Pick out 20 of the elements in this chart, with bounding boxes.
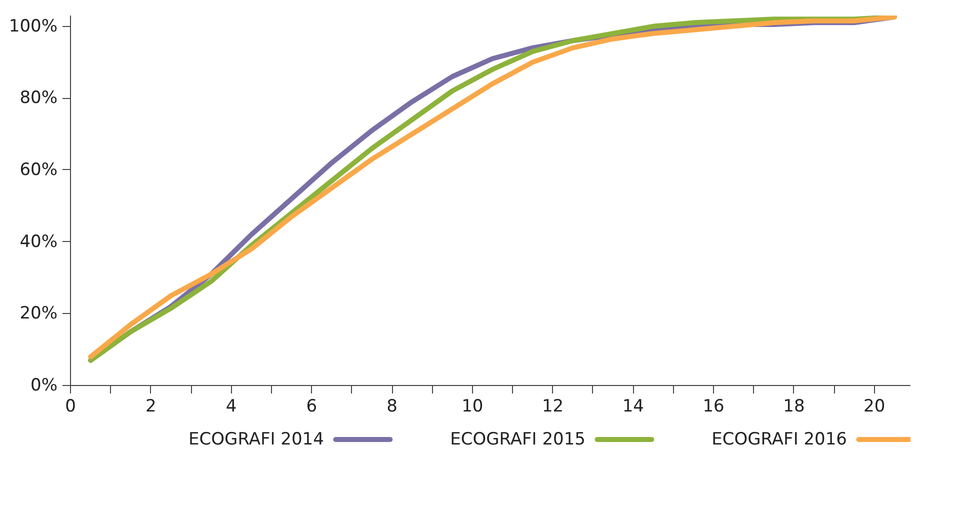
x-tick-label: 8 <box>386 396 398 416</box>
y-tick-label: 60% <box>20 160 58 180</box>
x-tick-label: 0 <box>65 396 76 416</box>
y-tick-label: 0% <box>30 376 58 396</box>
y-tick-label: 80% <box>20 88 58 108</box>
x-tick-label: 6 <box>306 396 318 416</box>
x-tick-label: 12 <box>542 396 564 416</box>
x-tick-label: 10 <box>462 396 484 416</box>
y-tick-label: 100% <box>8 16 58 36</box>
legend-label: ECOGRAFI 2016 <box>712 430 848 450</box>
x-tick-label: 14 <box>622 396 644 416</box>
x-tick-label: 2 <box>145 396 156 416</box>
legend-label: ECOGRAFI 2014 <box>188 430 324 450</box>
x-tick-label: 16 <box>702 396 724 416</box>
y-tick-label: 40% <box>20 232 58 252</box>
y-tick-label: 20% <box>20 304 58 324</box>
x-tick-label: 4 <box>226 396 237 416</box>
x-tick-label: 20 <box>864 396 886 416</box>
x-tick-label: 18 <box>783 396 805 416</box>
legend-label: ECOGRAFI 2015 <box>450 430 586 450</box>
